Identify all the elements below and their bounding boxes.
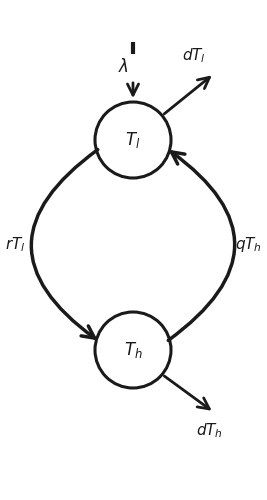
- Text: $T_l$: $T_l$: [125, 130, 141, 150]
- Circle shape: [95, 102, 171, 178]
- Text: $rT_l$: $rT_l$: [5, 236, 25, 255]
- Circle shape: [95, 312, 171, 388]
- Text: $\lambda$: $\lambda$: [117, 58, 128, 76]
- Text: $qT_h$: $qT_h$: [235, 236, 262, 255]
- Text: $dT_l$: $dT_l$: [182, 46, 206, 65]
- Text: $T_h$: $T_h$: [124, 340, 142, 360]
- Text: $dT_h$: $dT_h$: [196, 421, 223, 440]
